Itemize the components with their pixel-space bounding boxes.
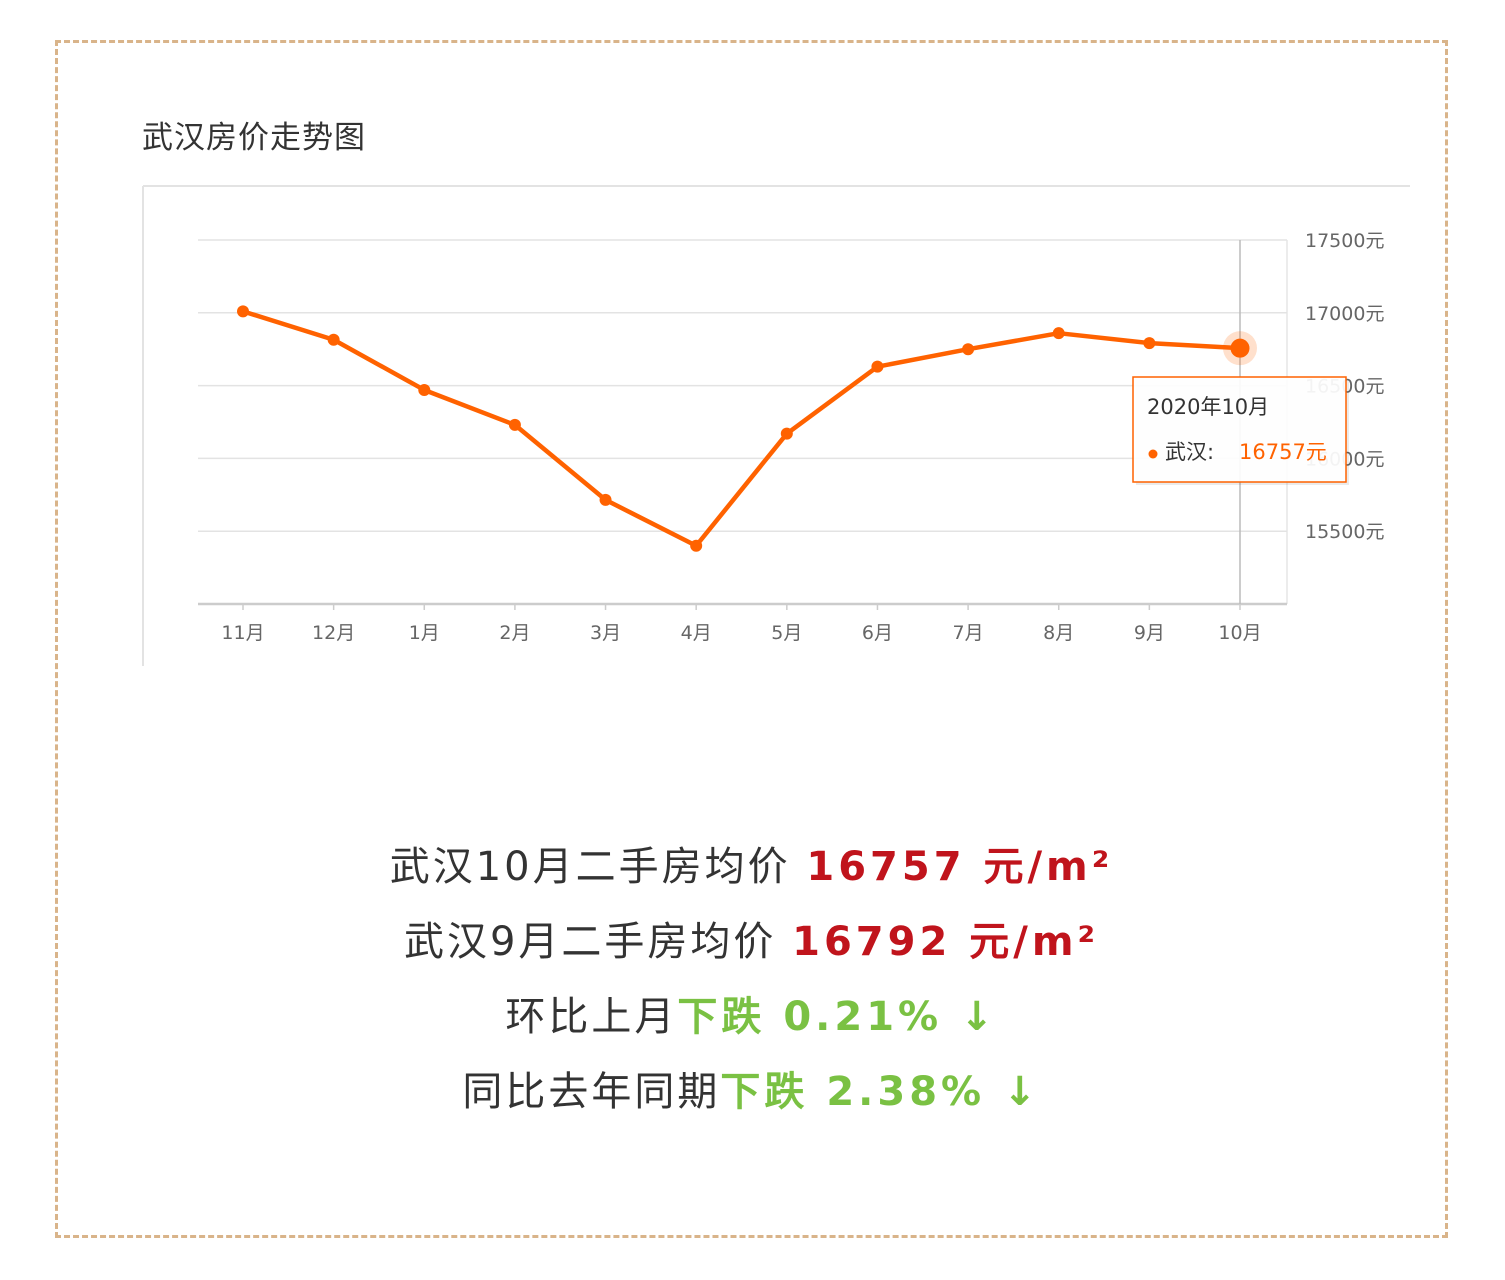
x-axis-ticks: 11月 12月 1月 2月 3月 4月 5月 6月 7月 8月 9月 10月: [221, 604, 1262, 644]
tooltip-series-marker: [1148, 449, 1158, 459]
y-tick-label: 17500元: [1305, 230, 1384, 252]
summary-line-oct-price: 武汉10月二手房均价 16757 元/m²: [55, 830, 1448, 905]
y-tick-label: 17000元: [1305, 303, 1384, 325]
tooltip-header: 2020年10月: [1147, 395, 1269, 419]
x-tick-label: 11月: [221, 622, 264, 644]
data-point: [237, 305, 249, 318]
data-point: [418, 383, 431, 396]
tooltip-series-label: 武汉:: [1165, 440, 1214, 464]
x-tick-label: 5月: [771, 622, 802, 644]
summary-value: 下跌 2.38% ↓: [720, 1069, 1041, 1115]
x-tick-label: 4月: [681, 622, 712, 644]
grid-lines: [198, 239, 1287, 606]
y-tick-label: 15500元: [1305, 521, 1384, 543]
x-tick-label: 8月: [1043, 622, 1074, 644]
summary-line-sep-price: 武汉9月二手房均价 16792 元/m²: [55, 905, 1448, 980]
data-point: [327, 333, 340, 346]
data-point: [780, 427, 793, 440]
data-point: [508, 418, 521, 431]
summary-label: 武汉10月二手房均价: [389, 844, 807, 890]
x-tick-label: 1月: [409, 622, 440, 644]
summary-value: 下跌 0.21% ↓: [677, 994, 998, 1040]
summary-block: 武汉10月二手房均价 16757 元/m² 武汉9月二手房均价 16792 元/…: [55, 830, 1448, 1130]
summary-value: 16757 元/m²: [806, 844, 1114, 890]
data-point: [871, 360, 884, 373]
data-point: [690, 539, 703, 552]
chart-title: 武汉房价走势图: [142, 120, 366, 156]
summary-label: 环比上月: [505, 994, 678, 1040]
data-point: [1143, 337, 1156, 350]
x-tick-label: 12月: [312, 622, 355, 644]
summary-label: 武汉9月二手房均价: [403, 919, 793, 965]
x-tick-label: 2月: [499, 622, 530, 644]
data-point: [1052, 327, 1065, 340]
series-line-wuhan: [240, 309, 1243, 549]
x-tick-label: 9月: [1134, 622, 1165, 644]
summary-line-yoy: 同比去年同期下跌 2.38% ↓: [55, 1055, 1448, 1130]
summary-label: 同比去年同期: [462, 1069, 721, 1115]
data-point: [599, 493, 612, 506]
x-tick-label: 6月: [862, 622, 893, 644]
data-point: [962, 343, 975, 356]
series-line: [237, 305, 1257, 552]
tooltip-box: [1132, 376, 1347, 483]
data-point-highlighted: [1230, 338, 1250, 358]
tooltip-value: 16757元: [1239, 440, 1327, 464]
summary-line-mom: 环比上月下跌 0.21% ↓: [55, 980, 1448, 1055]
x-tick-label: 10月: [1218, 622, 1261, 644]
x-tick-label: 3月: [590, 622, 621, 644]
y-axis-ticks: 15500元16000元16500元17000元17500元: [1305, 230, 1384, 543]
x-tick-label: 7月: [953, 622, 984, 644]
summary-value: 16792 元/m²: [792, 919, 1100, 965]
dashed-frame: [55, 40, 1448, 1238]
